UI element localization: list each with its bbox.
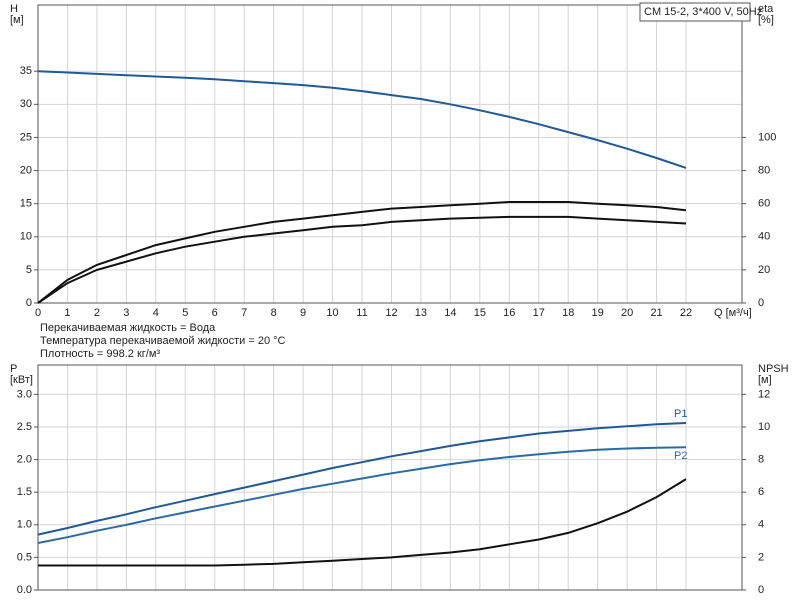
y2-axis-label: eta — [758, 3, 774, 15]
plot-frame — [37, 364, 743, 591]
x-tick-label: 15 — [474, 307, 486, 319]
curve-label: P2 — [674, 450, 687, 462]
title-box — [639, 2, 751, 22]
curve — [37, 422, 687, 536]
x-tick-label: 14 — [444, 307, 456, 319]
x-tick-label: 18 — [562, 307, 574, 319]
x-tick-label: 12 — [385, 307, 397, 319]
y2-tick-label: 0 — [758, 584, 764, 596]
y-tick-label: 2.5 — [17, 421, 32, 433]
x-tick-label: 22 — [680, 307, 692, 319]
x-tick-label: 17 — [533, 307, 545, 319]
curve — [38, 478, 687, 567]
y-tick-label: 1.5 — [17, 486, 32, 498]
y2-tick-label: 2 — [758, 551, 764, 563]
x-tick-label: 9 — [300, 307, 306, 319]
y-tick-label: 0 — [26, 297, 32, 309]
y-tick-label: 0.5 — [17, 551, 32, 563]
y-axis-unit: [м] — [10, 14, 24, 26]
y2-tick-label: 60 — [758, 198, 770, 210]
y2-tick-label: 4 — [758, 519, 764, 531]
x-tick-label: 3 — [123, 307, 129, 319]
y-tick-label: 30 — [20, 98, 32, 110]
curve — [37, 201, 687, 304]
x-tick-label: 6 — [212, 307, 218, 319]
x-tick-label: 20 — [621, 307, 633, 319]
x-tick-label: 1 — [64, 307, 70, 319]
y2-axis-unit: [м] — [758, 374, 772, 386]
x-tick-label: 16 — [503, 307, 515, 319]
x-tick-label: 19 — [592, 307, 604, 319]
y-tick-label: 5 — [26, 264, 32, 276]
y2-tick-label: 40 — [758, 231, 770, 243]
curve-label: P1 — [674, 408, 687, 420]
x-tick-label: 10 — [326, 307, 338, 319]
y-tick-label: 0.0 — [17, 584, 32, 596]
y2-tick-label: 0 — [758, 297, 764, 309]
x-tick-label: 21 — [650, 307, 662, 319]
x-tick-label: 7 — [241, 307, 247, 319]
curve — [37, 70, 687, 169]
y2-tick-label: 10 — [758, 421, 770, 433]
y2-tick-label: 100 — [758, 131, 776, 143]
x-tick-label: 11 — [356, 307, 367, 319]
y2-tick-label: 20 — [758, 264, 770, 276]
x-tick-label: 2 — [94, 307, 100, 319]
y-tick-label: 15 — [20, 198, 32, 210]
y-tick-label: 20 — [20, 164, 32, 176]
x-axis-label: Q [м³/ч] — [714, 307, 752, 319]
y2-axis-label: NPSH — [758, 363, 789, 375]
x-tick-label: 0 — [35, 307, 41, 319]
y2-tick-label: 12 — [758, 388, 770, 400]
y-tick-label: 25 — [20, 131, 32, 143]
y-tick-label: 1.0 — [17, 519, 32, 531]
curve — [37, 446, 687, 544]
note: Температура перекачиваемой жидкости = 20… — [40, 335, 286, 347]
y2-axis-unit: [%] — [758, 14, 774, 26]
plot-frame — [37, 4, 743, 304]
y-tick-label: 10 — [20, 231, 32, 243]
x-tick-label: 8 — [271, 307, 277, 319]
note: Плотность = 998.2 кг/м³ — [40, 348, 160, 360]
note: Перекачиваемая жидкость = Вода — [40, 322, 216, 334]
y-tick-label: 35 — [20, 65, 32, 77]
y-axis-label: P — [10, 363, 17, 375]
y-axis-label: H — [10, 3, 18, 15]
y2-tick-label: 8 — [758, 453, 764, 465]
y2-tick-label: 6 — [758, 486, 764, 498]
x-tick-label: 5 — [182, 307, 188, 319]
x-tick-label: 13 — [415, 307, 427, 319]
chart-title: CM 15-2, 3*400 V, 50Hz — [644, 6, 762, 18]
y-tick-label: 3.0 — [17, 388, 32, 400]
y2-tick-label: 80 — [758, 164, 770, 176]
y-axis-unit: [кВт] — [10, 374, 33, 386]
y-tick-label: 2.0 — [17, 453, 32, 465]
curve — [37, 215, 687, 304]
x-tick-label: 4 — [153, 307, 159, 319]
